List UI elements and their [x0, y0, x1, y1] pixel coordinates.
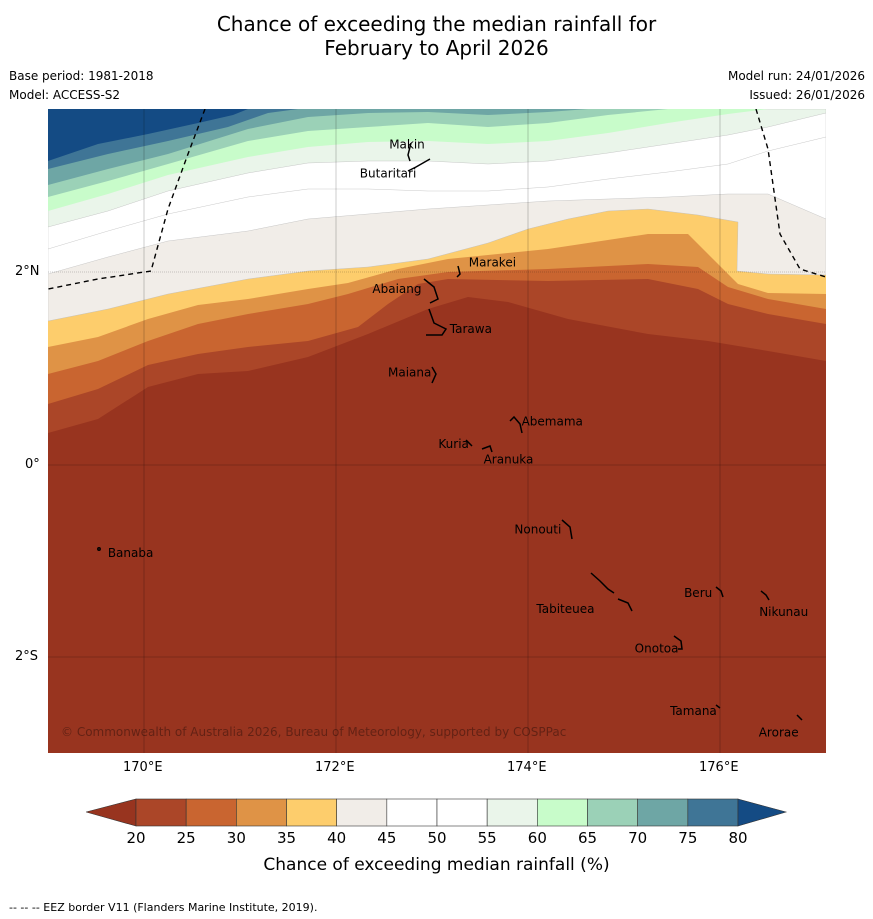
island-tabiteuea-north-outline: [590, 572, 615, 594]
island-nikunau-outline: [760, 590, 770, 601]
chart-title-line2: February to April 2026: [324, 36, 549, 60]
island-tamana-outline: [715, 704, 721, 709]
island-onotoa-outline: [673, 635, 683, 650]
place-label-kuria: Kuria: [438, 437, 469, 451]
colorbar-cell-30-35: [236, 798, 287, 827]
place-label-tarawa: Tarawa: [449, 322, 492, 336]
place-label-banaba: Banaba: [108, 546, 154, 560]
colorbar-cell-60-65: [537, 798, 588, 827]
place-label-nikunau: Nikunau: [759, 605, 808, 619]
place-label-marakei: Marakei: [469, 255, 516, 269]
colorbar-cell-55-60: [486, 798, 538, 827]
colorbar-above-80: [737, 798, 788, 827]
island-nonouti-outline: [561, 519, 573, 540]
place-label-tabiteuea: Tabiteuea: [535, 602, 594, 616]
island-abemama-outline: [509, 415, 523, 434]
island-tarawa-outline: [426, 308, 448, 336]
colorbar-cell-65-70: [587, 798, 638, 827]
island-beru-outline: [715, 586, 724, 598]
island-butaritari-outline: [407, 158, 431, 172]
colorbar-cell-35-40: [286, 798, 337, 827]
eez-legend-text: -- -- -- EEZ border V11 (Flanders Marine…: [9, 901, 318, 914]
lat-label-2n: 2°N: [15, 264, 40, 279]
model-text: Model: ACCESS-S2: [9, 88, 121, 102]
copyright-text: © Commonwealth of Australia 2026, Bureau…: [61, 725, 566, 739]
island-aranuka-outline: [481, 445, 493, 453]
chart-title-line1: Chance of exceeding the median rainfall …: [216, 12, 657, 36]
lon-label-172e: 172°E: [315, 760, 355, 775]
band-above-80: [48, 109, 248, 161]
place-label-tamana: Tamana: [669, 704, 717, 718]
eez-border: [48, 109, 826, 290]
colorbar-cell-40-45: [336, 798, 388, 827]
colorbar-tick-70: 70: [628, 829, 648, 847]
colorbar-tick-45: 45: [377, 829, 397, 847]
island-outlines: [97, 142, 803, 721]
place-label-abaiang: Abaiang: [372, 282, 421, 296]
colorbar-tick-60: 60: [527, 829, 547, 847]
colorbar-below-20: [86, 798, 137, 827]
colorbar-tick-65: 65: [577, 829, 598, 847]
island-makin-outline: [407, 142, 412, 162]
colorbar-tick-30: 30: [226, 829, 246, 847]
colorbar-cell-50-55: [436, 798, 488, 827]
island-abaiang-outline: [423, 278, 439, 304]
place-label-aranuka: Aranuka: [484, 453, 534, 467]
island-kuria-outline: [465, 439, 473, 447]
map-gridlines: [48, 109, 826, 753]
lat-label-0: 0°: [25, 457, 40, 472]
lon-label-170e: 170°E: [123, 760, 163, 775]
island-marakei-outline: [456, 265, 461, 278]
colorbar-cell-70-75: [637, 798, 689, 827]
colorbar-tick-50: 50: [427, 829, 447, 847]
rainfall-probability-map: Makin Butaritari Marakei Abaiang Tarawa Maian…: [48, 109, 826, 753]
island-maiana-outline: [431, 366, 437, 384]
place-label-beru: Beru: [684, 586, 712, 600]
base-period-text: Base period: 1981-2018: [9, 69, 154, 83]
colorbar-cell-45-50: [386, 798, 438, 827]
colorbar-tick-55: 55: [477, 829, 497, 847]
issued-text: Issued: 26/01/2026: [749, 88, 865, 102]
colorbar-title: Chance of exceeding median rainfall (%): [263, 855, 610, 875]
place-label-onotoa: Onotoa: [635, 641, 679, 655]
lat-label-2s: 2°S: [15, 649, 39, 664]
island-banaba-outline: [97, 547, 101, 551]
model-run-text: Model run: 24/01/2026: [727, 69, 865, 83]
colorbar-tick-75: 75: [678, 829, 698, 847]
place-label-butaritari: Butaritari: [360, 166, 417, 180]
colorbar-cell-75-80: [687, 798, 739, 827]
island-tabiteuea-south-outline: [617, 598, 633, 612]
place-label-makin: Makin: [389, 137, 425, 151]
colorbar-cell-20-25: [135, 798, 187, 827]
colorbar-tick-40: 40: [327, 829, 347, 847]
lon-label-176e: 176°E: [699, 760, 739, 775]
place-label-abemama: Abemama: [522, 415, 583, 429]
colorbar-cell-25-30: [185, 798, 237, 827]
colorbar: [86, 798, 788, 827]
colorbar-tick-25: 25: [176, 829, 196, 847]
colorbar-tick-20: 20: [126, 829, 146, 847]
place-label-maiana: Maiana: [388, 366, 431, 380]
colorbar-tick-35: 35: [276, 829, 297, 847]
colorbar-tick-80: 80: [728, 829, 748, 847]
island-arorae-outline: [796, 714, 803, 721]
lon-label-174e: 174°E: [507, 760, 547, 775]
place-label-arorae: Arorae: [759, 725, 799, 739]
place-label-nonouti: Nonouti: [514, 523, 561, 537]
